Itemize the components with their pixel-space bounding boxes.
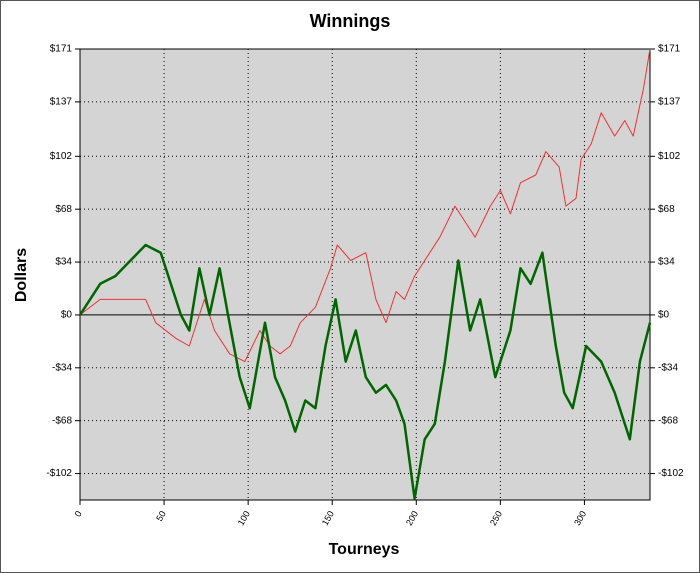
x-axis-label: Tourneys	[329, 541, 400, 558]
chart-title: Winnings	[310, 11, 391, 31]
y2-tick-label: -$102	[658, 468, 684, 479]
y-tick-label: $171	[50, 44, 73, 55]
y-tick-label: $137	[50, 97, 73, 108]
y-axis-label: Dollars	[13, 248, 30, 302]
y-tick-label: $68	[55, 204, 72, 215]
y-tick-label: $34	[55, 257, 72, 268]
y2-tick-label: $137	[658, 97, 681, 108]
y2-tick-label: $34	[658, 257, 675, 268]
y-tick-label: -$102	[46, 468, 72, 479]
y2-tick-label: -$68	[658, 415, 678, 426]
y2-tick-label: $68	[658, 204, 675, 215]
y-tick-label: $102	[50, 151, 73, 162]
x-tick-label: 0	[73, 509, 84, 518]
plot-border	[79, 48, 651, 501]
y2-tick-label: $102	[658, 151, 681, 162]
y2-tick-label: -$34	[658, 362, 678, 373]
line-series	[79, 48, 651, 363]
line-series	[78, 243, 652, 500]
x-tick-label: 50	[154, 509, 168, 523]
y-tick-label: -$34	[52, 362, 72, 373]
y2-tick-label: $0	[658, 310, 670, 321]
y2-tick-label: $171	[658, 44, 681, 55]
y-tick-label: -$68	[52, 415, 72, 426]
plot-area	[80, 49, 650, 500]
y-tick-label: $0	[61, 310, 73, 321]
